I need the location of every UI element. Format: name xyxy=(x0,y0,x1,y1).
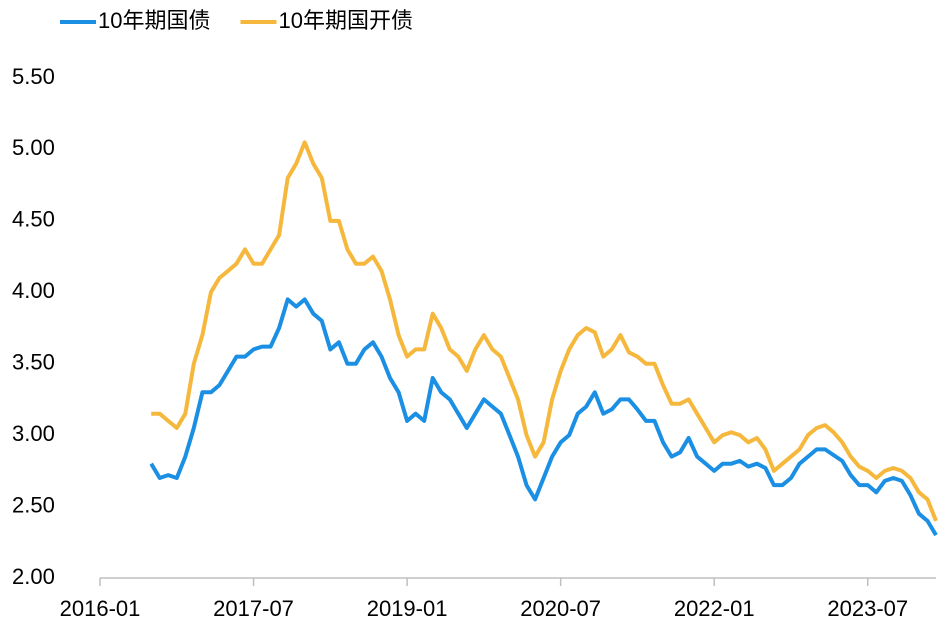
y-tick-label: 4.00 xyxy=(12,278,55,303)
x-tick-label: 2019-01 xyxy=(367,596,448,621)
x-tick-label: 2022-01 xyxy=(674,596,755,621)
y-tick-label: 2.00 xyxy=(12,564,55,589)
x-tick-label: 2016-01 xyxy=(60,596,141,621)
series-line xyxy=(151,140,938,522)
y-tick-label: 2.50 xyxy=(12,492,55,517)
y-tick-label: 3.00 xyxy=(12,421,55,446)
legend-label: 10年期国债 xyxy=(98,8,210,33)
x-tick-label: 2017-07 xyxy=(213,596,294,621)
y-tick-label: 5.50 xyxy=(12,64,55,89)
legend-label: 10年期国开债 xyxy=(278,8,412,33)
y-tick-label: 4.50 xyxy=(12,207,55,232)
series-line xyxy=(149,297,938,537)
x-tick-label: 2020-07 xyxy=(520,596,601,621)
x-tick-label: 2023-07 xyxy=(827,596,908,621)
y-tick-label: 3.50 xyxy=(12,350,55,375)
y-tick-label: 5.00 xyxy=(12,135,55,160)
